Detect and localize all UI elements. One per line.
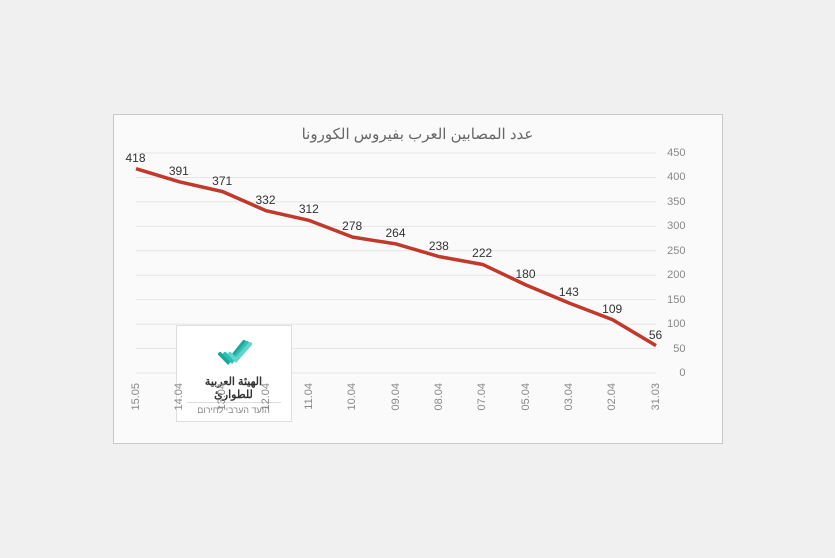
plot-area: الهيئة العربية للطوارئ הועד הערבי לחירום… bbox=[130, 149, 690, 429]
x-tick-label: 08.04 bbox=[433, 383, 445, 411]
y-tick-label: 150 bbox=[667, 294, 685, 306]
data-label: 418 bbox=[125, 151, 145, 165]
data-label: 371 bbox=[212, 174, 232, 188]
data-label: 312 bbox=[299, 202, 319, 216]
x-tick-label: 13.04 bbox=[216, 383, 228, 411]
x-tick-label: 05.04 bbox=[520, 383, 532, 411]
y-tick-label: 450 bbox=[667, 147, 685, 159]
data-label: 180 bbox=[515, 267, 535, 281]
x-tick-label: 11.04 bbox=[303, 383, 315, 410]
data-label: 222 bbox=[472, 246, 492, 260]
y-tick-label: 100 bbox=[667, 318, 685, 330]
data-label: 56 bbox=[649, 328, 662, 342]
chart-title: عدد المصابين العرب بفيروس الكورونا bbox=[114, 115, 722, 149]
x-tick-label: 02.04 bbox=[606, 383, 618, 411]
logo-box: الهيئة العربية للطوارئ הועד הערבי לחירום bbox=[176, 325, 292, 422]
data-label: 143 bbox=[559, 285, 579, 299]
x-tick-label: 14.04 bbox=[173, 383, 185, 411]
data-label: 332 bbox=[255, 193, 275, 207]
y-tick-label: 50 bbox=[673, 343, 685, 355]
y-tick-label: 200 bbox=[667, 269, 685, 281]
x-tick-label: 12.04 bbox=[260, 383, 272, 411]
y-tick-label: 0 bbox=[679, 367, 685, 379]
x-tick-label: 15.05 bbox=[130, 383, 142, 411]
y-tick-label: 350 bbox=[667, 196, 685, 208]
x-tick-label: 07.04 bbox=[476, 383, 488, 411]
logo-icon bbox=[187, 334, 281, 373]
x-tick-label: 31.03 bbox=[650, 383, 662, 411]
x-tick-label: 09.04 bbox=[390, 383, 402, 411]
data-label: 278 bbox=[342, 219, 362, 233]
y-tick-label: 250 bbox=[667, 245, 685, 257]
x-tick-label: 10.04 bbox=[346, 383, 358, 411]
y-tick-label: 400 bbox=[667, 171, 685, 183]
y-tick-label: 300 bbox=[667, 220, 685, 232]
chart-frame: عدد المصابين العرب بفيروس الكورونا الهيئ… bbox=[113, 114, 723, 444]
data-label: 109 bbox=[602, 302, 622, 316]
data-label: 264 bbox=[385, 226, 405, 240]
x-tick-label: 03.04 bbox=[563, 383, 575, 411]
data-label: 391 bbox=[169, 164, 189, 178]
data-label: 238 bbox=[429, 239, 449, 253]
